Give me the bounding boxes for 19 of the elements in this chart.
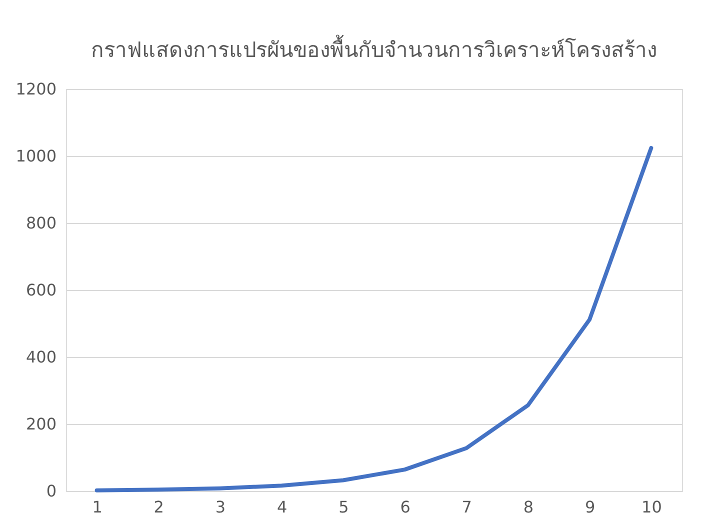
- y-tick-label: 200: [26, 414, 56, 434]
- y-tick-label: 1000: [16, 146, 56, 166]
- x-tick-label: 8: [523, 498, 534, 516]
- line-series: [94, 146, 654, 492]
- x-tick-label: 7: [462, 498, 472, 516]
- x-tick-label: 10: [642, 498, 662, 516]
- y-tick-label: 0: [46, 482, 56, 500]
- x-tick-label: 4: [277, 498, 288, 516]
- y-tick-label: 1200: [16, 80, 56, 98]
- x-tick-label: 3: [215, 498, 226, 516]
- x-tick-label: 1: [92, 498, 102, 516]
- x-tick-label: 9: [585, 498, 596, 516]
- chart-title: กราฟแสดงการแปรผันของพื้นกับจำนวนการวิเคราะห์โครงสร้าง: [91, 35, 657, 62]
- y-tick-label: 800: [26, 214, 56, 232]
- y-tick-label: 400: [26, 348, 56, 366]
- x-tick-label: 2: [154, 498, 164, 516]
- y-tick-label: 600: [26, 280, 56, 300]
- x-tick-label: 6: [400, 498, 410, 516]
- x-tick-label: 5: [338, 498, 349, 516]
